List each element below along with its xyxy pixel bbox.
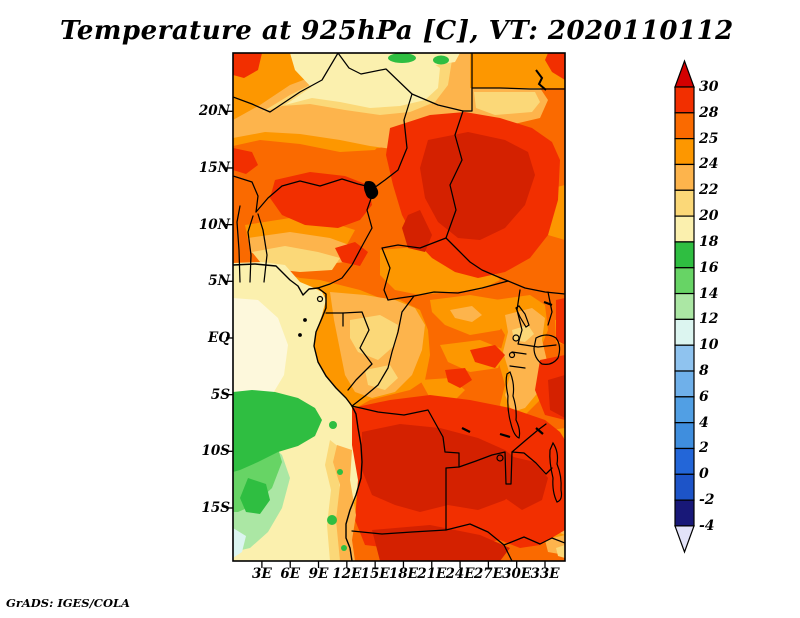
coastline xyxy=(233,263,363,561)
temperature-field xyxy=(233,53,565,561)
colorbar-cell xyxy=(674,422,695,450)
lake-bangweulu xyxy=(499,432,511,439)
colorbar-cell xyxy=(674,86,695,114)
lon-tick-label: 9E xyxy=(308,566,329,582)
colorbar xyxy=(674,59,695,554)
lon-tick-label: 30E xyxy=(502,566,532,582)
colorbar-tick-label: 12 xyxy=(699,311,719,328)
colorbar-cell xyxy=(674,112,695,140)
map-frame xyxy=(232,52,566,562)
bioko-island xyxy=(316,295,324,303)
colorbar-tick-label: 25 xyxy=(699,130,719,147)
colorbar-tick-label: 14 xyxy=(699,285,719,302)
lakes xyxy=(298,69,563,503)
colorbar-tick-label: 8 xyxy=(699,363,709,380)
lon-tick-label: 24E xyxy=(445,566,475,582)
lake-rukwa xyxy=(535,427,544,435)
colorbar-cell xyxy=(674,344,695,372)
lake-victoria xyxy=(533,334,561,365)
colorbar-tick-label: -2 xyxy=(699,492,715,509)
colorbar-arrow-down xyxy=(674,525,695,554)
colorbar-tick-label: 6 xyxy=(699,388,709,405)
colorbar-tick-label: 24 xyxy=(699,156,719,173)
colorbar-cell xyxy=(674,370,695,398)
lake-nasser xyxy=(535,69,547,91)
principe-island xyxy=(303,318,307,322)
lake-edward xyxy=(512,334,520,342)
lake-albert xyxy=(515,305,530,328)
colorbar-cell xyxy=(674,189,695,217)
lon-tick-label: 6E xyxy=(280,566,301,582)
lon-tick-label: 12E xyxy=(332,566,362,582)
colorbar-tick-label: 30 xyxy=(699,79,719,95)
colorbar-arrow-up xyxy=(674,59,695,88)
lake-chad xyxy=(363,181,379,200)
axis-ticks xyxy=(226,110,546,568)
lake-upemba xyxy=(461,427,471,433)
colorbar-tick-label: 4 xyxy=(699,414,709,431)
colorbar-cell xyxy=(674,473,695,501)
lon-tick-label: 33E xyxy=(530,566,560,582)
colorbar-tick-label: 16 xyxy=(699,259,719,276)
lat-tick-label: 15S xyxy=(201,499,230,516)
lat-tick-label: 5S xyxy=(210,386,230,403)
lon-tick-label: 27E xyxy=(473,566,503,582)
colorbar-cell xyxy=(674,163,695,191)
colorbar-tick-label: 28 xyxy=(699,104,719,121)
colorbar-cell xyxy=(674,241,695,269)
colorbar-tick-label: -4 xyxy=(699,517,715,534)
lake-tanganyika xyxy=(505,371,521,439)
lat-tick-label: 20N xyxy=(198,103,230,120)
lat-tick-label: 10S xyxy=(201,443,230,460)
lat-tick-label: EQ xyxy=(207,329,230,346)
colorbar-tick-label: 22 xyxy=(699,182,719,199)
grads-credit: GrADS: IGES/COLA xyxy=(6,596,130,610)
lon-tick-label: 21E xyxy=(417,566,447,582)
lake-malawi xyxy=(549,441,563,503)
colorbar-tick-label: 2 xyxy=(699,440,709,457)
colorbar-cell xyxy=(674,318,695,346)
plot-title: Temperature at 925hPa [C], VT: 202011011… xyxy=(60,16,734,46)
lake-kyoga xyxy=(543,300,553,307)
colorbar-cell xyxy=(674,138,695,166)
lon-tick-label: 18E xyxy=(388,566,418,582)
lat-tick-label: 10N xyxy=(198,216,230,233)
country-borders xyxy=(233,53,565,561)
lon-tick-label: 3E xyxy=(252,566,272,582)
colorbar-cell xyxy=(674,215,695,243)
colorbar-cell xyxy=(674,447,695,475)
colorbar-tick-label: 18 xyxy=(699,233,719,250)
colorbar-cell xyxy=(674,499,695,527)
colorbar-cell xyxy=(674,267,695,295)
lake-kivu xyxy=(508,351,516,359)
lon-tick-label: 15E xyxy=(360,566,390,582)
colorbar-tick-label: 0 xyxy=(699,466,709,483)
lat-tick-label: 5N xyxy=(208,273,230,290)
lake-mweru xyxy=(496,454,504,462)
sao-tome-island xyxy=(298,333,302,337)
lat-tick-label: 15N xyxy=(198,159,230,176)
colorbar-cell xyxy=(674,396,695,424)
colorbar-cell xyxy=(674,292,695,320)
colorbar-tick-label: 20 xyxy=(699,208,719,225)
colorbar-tick-label: 10 xyxy=(699,337,719,354)
